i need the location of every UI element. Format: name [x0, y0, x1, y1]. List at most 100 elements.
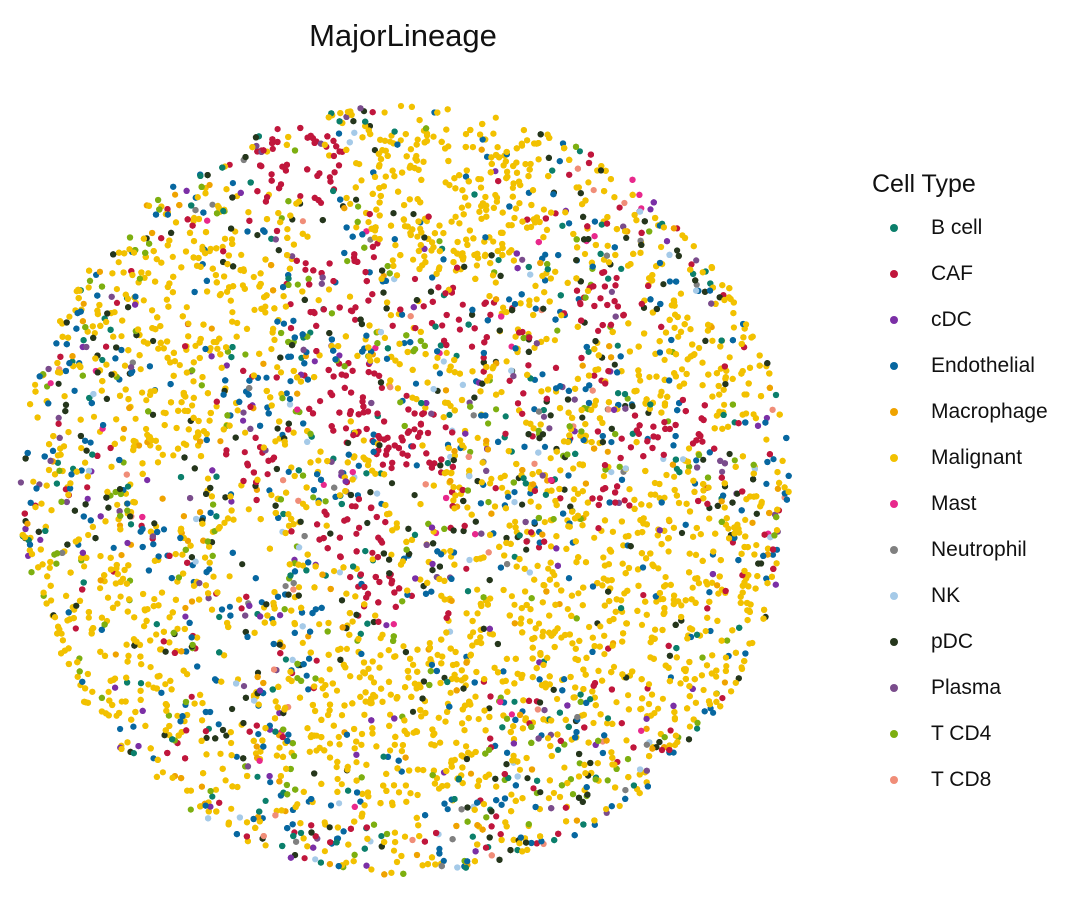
scatter-point-caf: [719, 695, 726, 702]
scatter-point-plasma: [240, 683, 248, 690]
scatter-point-pdc: [388, 480, 396, 487]
scatter-point-pdc: [486, 705, 493, 712]
scatter-point-malignant: [413, 152, 420, 160]
scatter-point-cdc: [182, 613, 189, 620]
scatter-point-cdc: [647, 206, 654, 213]
scatter-point-endothelial: [287, 378, 294, 385]
scatter-point-malignant: [549, 569, 556, 576]
scatter-point-caf: [297, 193, 304, 200]
scatter-point-malignant: [713, 673, 720, 680]
scatter-point-mast: [320, 481, 327, 488]
scatter-point-malignant: [564, 606, 571, 613]
scatter-point-malignant: [66, 313, 73, 320]
scatter-point-endothelial: [305, 686, 312, 693]
scatter-point-malignant: [250, 273, 257, 281]
scatter-point-malignant: [610, 663, 618, 671]
scatter-point-endothelial: [87, 439, 94, 446]
scatter-point-malignant: [114, 501, 121, 508]
scatter-point-malignant: [753, 542, 760, 549]
scatter-point-caf: [640, 592, 647, 599]
scatter-point-macrophage: [120, 425, 128, 433]
scatter-point-nk: [336, 800, 343, 807]
scatter-point-caf: [463, 565, 470, 572]
scatter-point-malignant: [139, 389, 146, 396]
scatter-point-b-cell: [124, 483, 132, 490]
scatter-point-malignant: [671, 716, 679, 723]
scatter-point-malignant: [162, 681, 169, 688]
scatter-point-pdc: [345, 439, 352, 447]
scatter-point-malignant: [105, 688, 112, 696]
scatter-point-malignant: [414, 136, 421, 143]
scatter-point-mast: [47, 380, 54, 387]
scatter-point-pdc: [239, 561, 246, 568]
scatter-point-malignant: [638, 621, 646, 629]
scatter-point-malignant: [315, 457, 322, 464]
scatter-point-malignant: [475, 716, 482, 723]
scatter-point-malignant: [689, 584, 696, 591]
scatter-point-cdc: [336, 352, 343, 359]
scatter-point-pdc: [364, 519, 371, 527]
scatter-point-malignant: [597, 623, 604, 630]
scatter-point-pdc: [326, 824, 333, 831]
scatter-point-endothelial: [226, 603, 233, 610]
scatter-point-caf: [378, 384, 385, 391]
scatter-point-malignant: [183, 304, 190, 311]
scatter-point-endothelial: [608, 439, 615, 446]
scatter-point-caf: [616, 204, 623, 211]
scatter-point-malignant: [140, 297, 147, 304]
scatter-point-pdc: [537, 789, 544, 796]
scatter-point-malignant: [613, 699, 620, 706]
scatter-point-macrophage: [208, 325, 215, 332]
scatter-point-malignant: [511, 518, 519, 525]
scatter-point-endothelial: [229, 180, 236, 187]
scatter-point-pdc: [579, 414, 586, 421]
scatter-point-cdc: [124, 539, 131, 547]
scatter-point-malignant: [623, 737, 630, 744]
scatter-point-malignant: [410, 256, 417, 263]
scatter-point-b-cell: [209, 793, 216, 800]
scatter-point-malignant: [561, 764, 568, 771]
scatter-point-malignant: [189, 402, 196, 409]
scatter-point-malignant: [625, 692, 632, 699]
scatter-point-malignant: [268, 492, 275, 499]
scatter-point-malignant: [397, 137, 404, 144]
scatter-point-caf: [72, 625, 79, 632]
scatter-point-malignant: [558, 312, 565, 319]
scatter-point-pdc: [410, 211, 417, 218]
scatter-point-cdc: [144, 477, 151, 484]
scatter-point-malignant: [229, 309, 236, 316]
scatter-point-malignant: [508, 593, 515, 600]
scatter-point-malignant: [234, 407, 241, 414]
scatter-point-neutrophil: [282, 583, 289, 590]
scatter-point-malignant: [389, 257, 396, 264]
scatter-point-cdc: [383, 622, 390, 629]
scatter-point-malignant: [119, 435, 127, 442]
scatter-point-malignant: [659, 695, 667, 702]
scatter-point-pdc: [524, 775, 531, 782]
scatter-point-malignant: [551, 337, 559, 344]
scatter-point-malignant: [358, 177, 365, 184]
scatter-point-b-cell: [495, 257, 502, 264]
scatter-point-malignant: [333, 687, 341, 694]
scatter-point-malignant: [369, 556, 376, 563]
scatter-point-malignant: [746, 640, 753, 647]
scatter-point-malignant: [204, 475, 212, 482]
scatter-point-malignant: [490, 238, 497, 245]
scatter-point-malignant: [141, 274, 148, 281]
scatter-point-mast: [508, 711, 515, 718]
scatter-point-endothelial: [693, 457, 700, 464]
scatter-point-b-cell: [262, 797, 269, 805]
scatter-point-caf: [84, 484, 91, 491]
scatter-point-malignant: [443, 349, 450, 356]
scatter-point-pdc: [623, 234, 630, 241]
scatter-point-caf: [342, 425, 350, 432]
scatter-point-t-cd4: [485, 420, 492, 427]
scatter-point-pdc: [411, 492, 418, 499]
scatter-point-nk: [312, 856, 319, 863]
scatter-point-t-cd4: [731, 457, 738, 464]
scatter-point-endothelial: [255, 731, 262, 738]
scatter-point-malignant: [397, 102, 405, 110]
scatter-point-malignant: [333, 764, 340, 771]
scatter-point-plasma: [693, 257, 700, 264]
scatter-point-nk: [440, 358, 447, 365]
